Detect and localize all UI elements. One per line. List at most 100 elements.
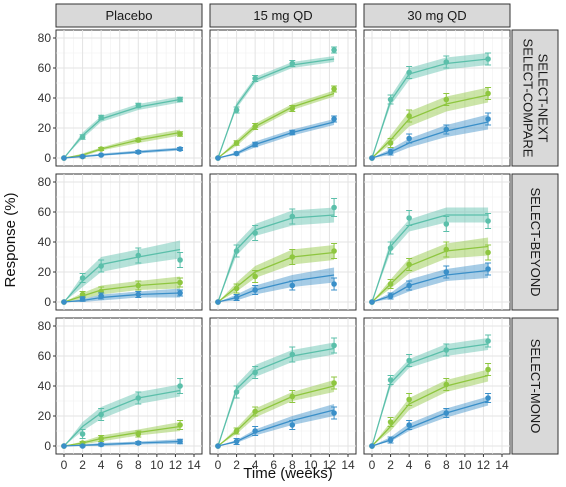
series-top-ribbon [218, 207, 335, 302]
series-low-point [331, 281, 337, 287]
series-mid-point [331, 380, 337, 386]
column-strip-label: 15 mg QD [253, 8, 312, 23]
series-mid-ribbon [218, 380, 335, 446]
series-top-point [406, 69, 412, 76]
series-mid-point [98, 435, 104, 442]
series-top [61, 378, 184, 449]
series-mid-point [135, 431, 142, 437]
y-tick-label: 80 [38, 319, 52, 333]
panel-series-r2-c1 [215, 337, 338, 449]
series-top [61, 96, 184, 161]
series-low-point [406, 422, 412, 428]
x-tick-label: 10 [304, 458, 318, 472]
series-top-point [79, 275, 86, 281]
series-top-point [98, 411, 104, 418]
series-top-point [387, 377, 394, 383]
column-strip-label: Placebo [106, 8, 153, 23]
series-top-point [233, 248, 240, 254]
series-low-point [443, 126, 450, 133]
y-axis-title: Response (%) [2, 192, 19, 287]
series-mid-point [387, 140, 394, 146]
series-low-point [177, 290, 183, 296]
series-top [369, 52, 492, 161]
x-tick-label: 6 [424, 458, 431, 472]
series-top-point [135, 102, 142, 109]
panel-series-r1-c1 [215, 198, 338, 305]
series-low-point [98, 152, 104, 158]
x-tick-label: 6 [270, 458, 277, 472]
series-top-point [177, 96, 183, 103]
y-tick-label: 60 [38, 61, 52, 75]
series-top-point [443, 221, 450, 227]
series-mid-point [289, 105, 296, 112]
y-tick-label: 0 [44, 295, 51, 309]
series-top-point [252, 75, 258, 82]
panel-series-r0-c1 [215, 46, 338, 161]
series-low-point [289, 129, 296, 136]
series-low-point [289, 422, 296, 428]
series-low-point [79, 296, 86, 302]
series-mid-ribbon [64, 276, 181, 302]
series-low-point [135, 149, 142, 155]
series-mid-point [252, 273, 258, 280]
series-low-point [443, 410, 450, 416]
series-low-point [331, 410, 337, 416]
series-mid-point [443, 381, 450, 388]
column-strip [55, 3, 203, 28]
x-tick-label: 12 [169, 458, 183, 472]
series-top-ribbon [64, 240, 181, 302]
series-low-point [79, 153, 86, 160]
x-tick-label: 0 [369, 458, 376, 472]
x-tick-label: 14 [187, 458, 201, 472]
series-mid-ribbon [218, 245, 335, 302]
y-tick-label: 20 [38, 265, 52, 279]
series-low-point [406, 282, 412, 289]
series-mid [369, 87, 492, 161]
series-top-point [135, 252, 142, 259]
x-tick-label: 12 [323, 458, 337, 472]
series-mid [215, 376, 338, 449]
series-mid-point [485, 249, 491, 256]
series-low-point [387, 437, 394, 443]
series-low-point [177, 146, 183, 152]
x-tick-label: 4 [252, 458, 259, 472]
series-mid-point [252, 123, 258, 130]
x-tick-label: 12 [477, 458, 491, 472]
series-top-point [252, 230, 258, 236]
x-tick-label: 8 [443, 458, 450, 472]
series-low [369, 393, 492, 449]
series-mid-point [406, 113, 412, 119]
series-mid-point [177, 422, 183, 428]
series-top-point [406, 357, 412, 364]
series-low-point [387, 149, 394, 155]
y-tick-label: 0 [44, 151, 51, 165]
panel-series-r2-c0 [61, 378, 184, 449]
column-strip-label: 30 mg QD [407, 8, 466, 23]
series-low-point [443, 269, 450, 275]
x-tick-label: 2 [387, 458, 394, 472]
series-mid-point [485, 90, 491, 97]
row-strip-label-line: SELECT-COMPARE [521, 39, 536, 158]
series-low-point [61, 443, 67, 449]
series-low-point [79, 443, 86, 449]
series-mid-point [177, 279, 183, 286]
series-low-point [215, 443, 221, 449]
series-low-point [369, 155, 375, 161]
series-low-point [485, 395, 491, 401]
series-low-point [215, 299, 221, 305]
series-low-ribbon [218, 404, 335, 446]
series-low-point [369, 299, 375, 305]
series-top-ribbon [372, 53, 489, 158]
x-tick-label: 14 [495, 458, 509, 472]
panel-r0-c0 [55, 29, 203, 167]
row-strip-label: SELECT-NEXTSELECT-COMPARE [521, 39, 551, 158]
row-strip [511, 173, 559, 311]
panel-r2-c0 [55, 317, 203, 455]
panel-r1-c1 [209, 173, 357, 311]
panel-series-r0-c2 [369, 52, 492, 161]
series-mid-point [233, 285, 240, 292]
series-mid-point [387, 281, 394, 287]
series-mid [215, 85, 338, 161]
series-mid-point [98, 146, 104, 152]
